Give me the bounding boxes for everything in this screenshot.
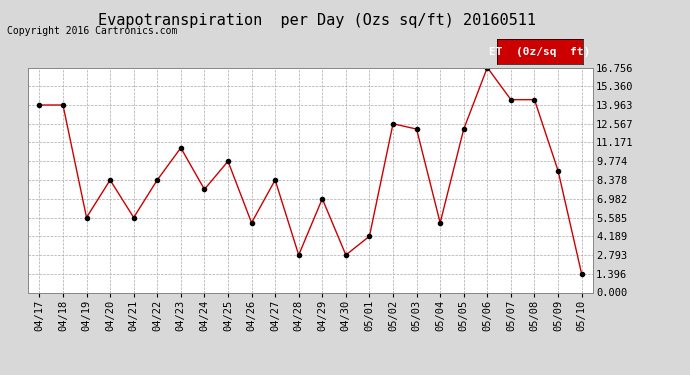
Text: ET  (0z/sq  ft): ET (0z/sq ft)	[489, 46, 591, 57]
Text: Copyright 2016 Cartronics.com: Copyright 2016 Cartronics.com	[7, 26, 177, 36]
Text: Evapotranspiration  per Day (Ozs sq/ft) 20160511: Evapotranspiration per Day (Ozs sq/ft) 2…	[99, 13, 536, 28]
